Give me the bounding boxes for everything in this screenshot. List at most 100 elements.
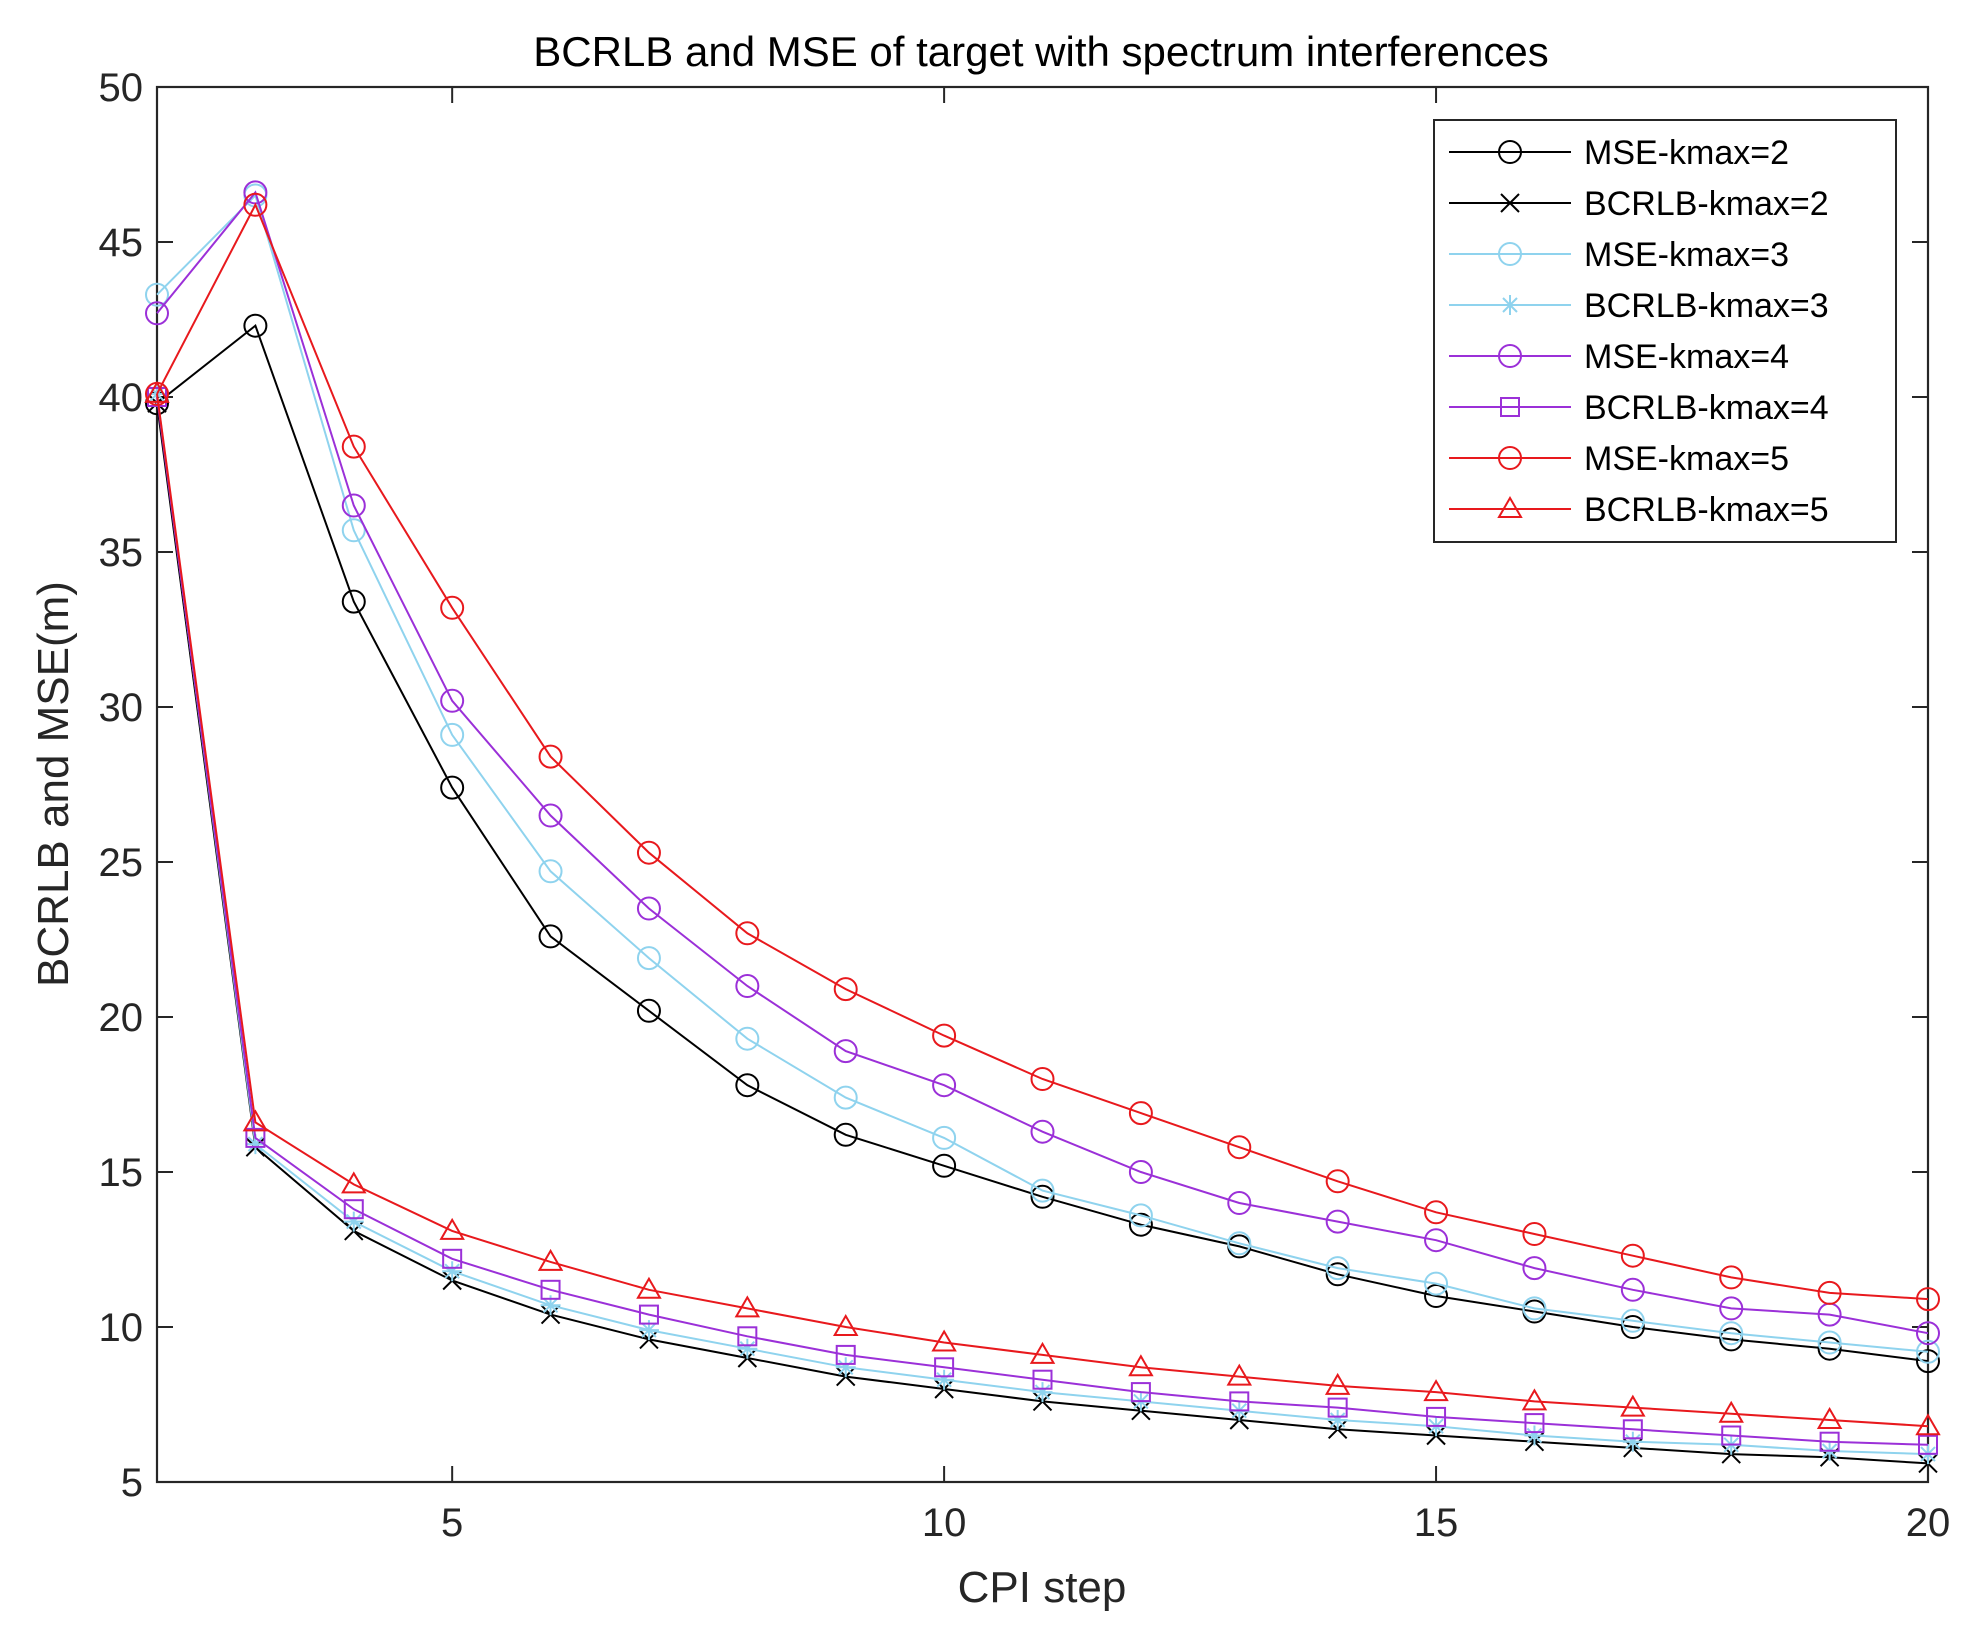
legend-box (1433, 119, 1897, 543)
y-tick-label: 25 (99, 841, 144, 885)
data-point (341, 493, 366, 518)
data-point (737, 1338, 758, 1359)
data-point (538, 744, 563, 769)
data-point (440, 688, 465, 713)
series-line (156, 324, 1929, 1363)
data-point (833, 1085, 858, 1110)
data-point (1226, 1363, 1253, 1386)
data-point (440, 722, 465, 747)
y-tick-label: 40 (99, 376, 144, 420)
legend-label: BCRLB-kmax=3 (1584, 287, 1829, 325)
legend-item: BCRLB-kmax=3 (1449, 287, 1829, 325)
legend-item: MSE-kmax=4 (1449, 338, 1789, 376)
data-point (442, 1248, 463, 1269)
data-point (932, 1023, 957, 1048)
legend-marker (1497, 496, 1523, 518)
legend-label: MSE-kmax=4 (1584, 338, 1789, 376)
legend: MSE-kmax=2 BCRLB-kmax=2 MSE-kmax=3 BCRLB-km… (1433, 119, 1897, 543)
series-mse-kmax-4 (145, 180, 1940, 1346)
data-point (1916, 1287, 1940, 1312)
data-point (934, 1369, 955, 1390)
data-point (835, 1344, 856, 1365)
data-point (343, 1199, 364, 1220)
data-point (442, 1261, 463, 1282)
data-point (931, 1329, 957, 1352)
data-point (1229, 1391, 1250, 1412)
series-line (156, 190, 1929, 1335)
y-tick-label: 20 (99, 996, 144, 1040)
data-point (1030, 1178, 1055, 1203)
data-point (833, 1039, 858, 1064)
data-point (1718, 1400, 1744, 1423)
legend-marker (1498, 446, 1522, 470)
data-point (1128, 1212, 1153, 1237)
data-point (144, 380, 170, 403)
data-point (636, 896, 661, 921)
data-point (1719, 1327, 1744, 1352)
data-point (1128, 1160, 1153, 1184)
data-point (440, 775, 465, 800)
data-point (1424, 1228, 1449, 1253)
legend-marker (1500, 295, 1520, 315)
data-point (1424, 1271, 1449, 1296)
data-point (1325, 1209, 1350, 1234)
data-point (735, 921, 760, 946)
data-point (540, 1295, 561, 1316)
data-point (1620, 1243, 1645, 1268)
data-point (1029, 1341, 1056, 1364)
data-point (1227, 1135, 1252, 1160)
legend-marker (1500, 397, 1520, 417)
legend-item: MSE-kmax=2 (1449, 134, 1789, 172)
data-point (636, 946, 661, 971)
x-tick-label: 20 (1906, 1501, 1951, 1545)
data-point (636, 1276, 662, 1299)
data-point (537, 1248, 564, 1271)
data-point (833, 1122, 858, 1147)
data-point (638, 1304, 659, 1325)
legend-item: MSE-kmax=3 (1449, 236, 1789, 274)
data-point (1128, 1101, 1153, 1126)
series-layer (144, 180, 1941, 1474)
legend-label: BCRLB-kmax=2 (1584, 185, 1829, 223)
data-point (540, 1279, 561, 1300)
data-point (1719, 1321, 1744, 1346)
series-line (156, 193, 1929, 1353)
x-axis-label: CPI step (958, 1563, 1127, 1612)
x-tick-label: 5 (441, 1501, 463, 1545)
data-point (1521, 1388, 1548, 1411)
data-point (1426, 1406, 1447, 1427)
data-point (1227, 1231, 1252, 1256)
data-point (1030, 1184, 1055, 1209)
series-mse-kmax-5 (145, 192, 1940, 1312)
data-point (1327, 1397, 1348, 1418)
data-point (341, 1171, 367, 1194)
data-point (538, 859, 563, 884)
data-point (1524, 1413, 1545, 1434)
data-point (343, 1211, 364, 1232)
data-point (1424, 1284, 1449, 1308)
data-point (1817, 1330, 1842, 1355)
legend-label: MSE-kmax=5 (1584, 440, 1789, 478)
data-point (934, 1357, 955, 1378)
data-point (932, 1153, 957, 1178)
y-tick-label: 30 (99, 686, 144, 730)
data-point (735, 974, 760, 998)
data-point (145, 301, 169, 326)
data-point (1719, 1296, 1744, 1321)
legend-item: BCRLB-kmax=2 (1449, 185, 1829, 223)
data-point (1128, 1203, 1153, 1228)
y-tick-label: 50 (99, 66, 144, 110)
legend-marker (1498, 242, 1522, 266)
data-point (1324, 1372, 1351, 1395)
data-point (341, 589, 366, 614)
data-point (1522, 1256, 1547, 1281)
data-point (1030, 1067, 1055, 1091)
data-point (835, 1357, 856, 1378)
y-tick-label: 35 (99, 531, 144, 575)
data-point (1817, 1336, 1842, 1361)
data-point (1032, 1382, 1053, 1403)
legend-label: MSE-kmax=3 (1584, 236, 1789, 274)
data-point (832, 1314, 859, 1336)
data-point (1620, 1315, 1645, 1339)
legend-item: MSE-kmax=5 (1449, 440, 1789, 478)
